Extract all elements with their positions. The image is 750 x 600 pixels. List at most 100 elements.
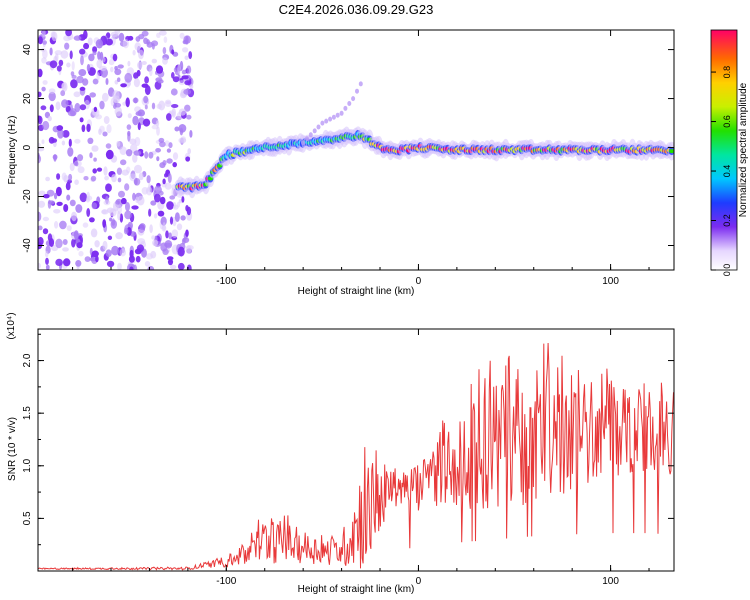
noise-blob — [171, 229, 179, 239]
noise-blob — [117, 77, 121, 82]
noise-blob — [143, 95, 149, 104]
noise-blob — [149, 224, 153, 234]
noise-blob — [38, 200, 46, 208]
noise-blob — [49, 47, 53, 56]
noise-blob — [75, 161, 79, 167]
colorbar-label: Normalized spectral amplitude — [738, 82, 749, 217]
noise-blob — [114, 106, 123, 117]
noise-blob — [41, 86, 46, 92]
noise-blob — [38, 147, 45, 152]
snr-series-line — [38, 342, 674, 571]
noise-blob — [112, 90, 120, 100]
noise-blob — [147, 265, 155, 270]
x-tick-label: 100 — [602, 576, 619, 587]
noise-blob — [120, 83, 127, 88]
noise-blob — [111, 174, 117, 183]
noise-blob — [105, 78, 109, 85]
noise-blob — [151, 58, 157, 64]
noise-blob — [180, 215, 186, 221]
colorbar-tick-label: 0.6 — [722, 115, 732, 128]
noise-blob — [69, 199, 76, 207]
noise-blob — [71, 61, 75, 71]
noise-blob — [42, 216, 50, 222]
noise-blob — [164, 140, 170, 147]
noise-blob — [181, 238, 186, 245]
noise-blob — [60, 90, 66, 97]
noise-blob — [105, 149, 114, 160]
noise-blob — [103, 166, 108, 176]
noise-blob — [90, 175, 97, 182]
noise-blob — [63, 35, 71, 42]
noise-blob — [134, 164, 142, 174]
noise-blob — [99, 65, 107, 72]
noise-blob — [41, 30, 46, 38]
noise-blob — [133, 150, 142, 156]
noise-blob — [152, 239, 159, 247]
noise-blob — [57, 129, 64, 139]
noise-blob — [69, 50, 73, 60]
noise-blob — [127, 132, 131, 142]
noise-blob — [92, 78, 99, 85]
noise-blob — [88, 53, 95, 62]
noise-blob — [132, 115, 139, 126]
noise-blob — [115, 200, 120, 205]
noise-blob — [180, 136, 186, 143]
noise-blob — [108, 59, 115, 66]
noise-blob — [162, 222, 166, 231]
noise-blob — [184, 55, 189, 61]
noise-blob — [102, 240, 108, 251]
noise-blob — [163, 36, 168, 43]
noise-blob — [54, 50, 63, 56]
noise-blob — [73, 91, 81, 98]
noise-blob — [119, 146, 127, 155]
noise-blob — [68, 138, 72, 147]
noise-blob — [148, 208, 152, 217]
upper-branch-point — [355, 88, 359, 94]
noise-blob — [41, 47, 46, 53]
noise-blob — [155, 120, 160, 127]
noise-blob — [137, 61, 143, 69]
noise-blob — [91, 202, 98, 210]
noise-blob — [166, 113, 172, 121]
noise-blob — [107, 235, 113, 240]
noise-blob — [67, 110, 76, 117]
noise-blob — [62, 258, 71, 267]
noise-blob — [63, 204, 69, 212]
noise-blob — [45, 257, 49, 265]
colorbar-ticks: 0.0 0.2 0.4 0.6 0.8 — [711, 66, 732, 276]
noise-blob — [159, 196, 166, 205]
noise-blob — [42, 228, 49, 235]
noise-blob — [83, 176, 89, 181]
noise-blob — [120, 197, 127, 205]
noise-blob — [42, 40, 47, 45]
noise-blob — [97, 51, 101, 60]
noise-blob — [168, 257, 173, 263]
noise-blob — [85, 197, 90, 203]
noise-blob — [166, 148, 171, 153]
upper-branch-point — [316, 124, 321, 130]
noise-blob — [65, 30, 72, 37]
noise-blob — [154, 193, 161, 203]
y-tick-label: 1.5 — [22, 406, 33, 420]
noise-blob — [90, 228, 98, 238]
noise-blob — [139, 223, 146, 231]
noise-blob — [89, 92, 96, 98]
noise-blob — [144, 76, 150, 84]
noise-blob — [177, 246, 185, 257]
noise-blob — [177, 64, 181, 74]
noise-blob — [79, 104, 87, 111]
colorbar-tick-label: 0.2 — [722, 214, 732, 227]
noise-blob — [171, 49, 175, 55]
noise-blob — [73, 35, 82, 41]
noise-blob — [160, 242, 168, 252]
chart-title: C2E4.2026.036.09.29.G23 — [279, 2, 434, 17]
noise-blob — [168, 142, 173, 149]
noise-blob — [66, 62, 71, 68]
upper-branch-point — [335, 112, 340, 118]
noise-blob — [96, 59, 103, 69]
noise-blob — [66, 225, 72, 232]
noise-blob — [38, 36, 43, 45]
noise-blob — [92, 168, 97, 174]
noise-blob — [40, 105, 47, 111]
noise-blob — [133, 178, 141, 186]
